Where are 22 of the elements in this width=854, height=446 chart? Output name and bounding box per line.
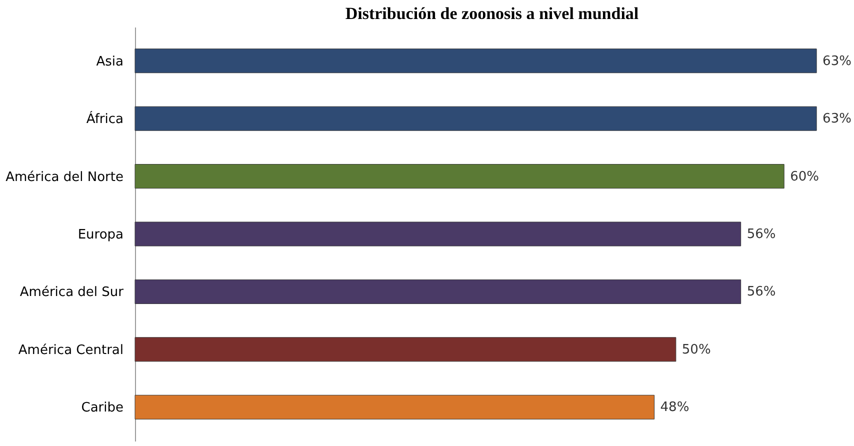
bar — [134, 48, 817, 74]
bar — [134, 222, 742, 246]
bar — [134, 279, 742, 304]
data-label: 50% — [682, 342, 711, 358]
bar — [134, 164, 784, 189]
y-tick-label: Caribe — [81, 400, 124, 416]
bar — [134, 394, 655, 420]
data-label: 63% — [822, 112, 852, 127]
y-tick-label: Europa — [78, 228, 124, 242]
bar — [134, 106, 817, 131]
y-tick-label: África — [86, 110, 124, 128]
y-tick-label: América del Norte — [6, 170, 124, 185]
data-label: 56% — [746, 227, 776, 242]
y-tick-label: América Central — [18, 342, 124, 358]
bar — [134, 337, 676, 362]
data-label: 63% — [822, 54, 852, 69]
y-tick-label: América del Sur — [20, 285, 124, 300]
y-tick-label: Asia — [96, 54, 124, 70]
chart-title: Distribución de zoonosis a nivel mundial — [345, 4, 639, 23]
data-label: 48% — [660, 400, 690, 416]
data-label: 60% — [790, 169, 819, 184]
data-label: 56% — [746, 284, 776, 300]
